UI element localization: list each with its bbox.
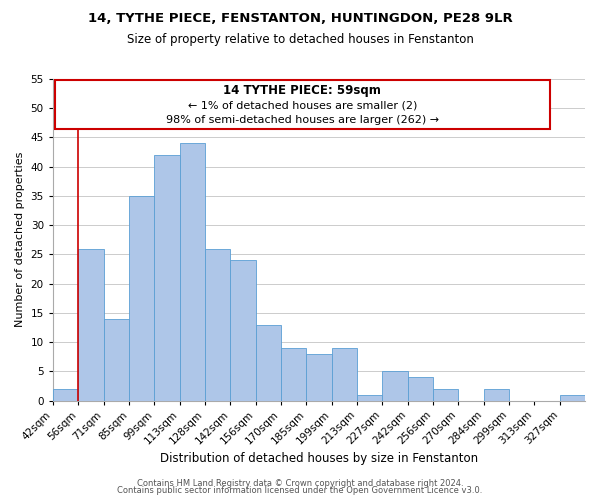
- Bar: [205, 248, 230, 400]
- Bar: [560, 394, 585, 400]
- X-axis label: Distribution of detached houses by size in Fenstanton: Distribution of detached houses by size …: [160, 452, 478, 465]
- FancyBboxPatch shape: [55, 80, 550, 128]
- Bar: [53, 389, 78, 400]
- Bar: [256, 324, 281, 400]
- Text: Size of property relative to detached houses in Fenstanton: Size of property relative to detached ho…: [127, 32, 473, 46]
- Bar: [484, 389, 509, 400]
- Bar: [382, 372, 407, 400]
- Text: ← 1% of detached houses are smaller (2): ← 1% of detached houses are smaller (2): [188, 100, 417, 110]
- Bar: [78, 248, 104, 400]
- Text: 98% of semi-detached houses are larger (262) →: 98% of semi-detached houses are larger (…: [166, 115, 439, 125]
- Bar: [306, 354, 332, 401]
- Bar: [357, 394, 382, 400]
- Text: 14, TYTHE PIECE, FENSTANTON, HUNTINGDON, PE28 9LR: 14, TYTHE PIECE, FENSTANTON, HUNTINGDON,…: [88, 12, 512, 26]
- Bar: [407, 377, 433, 400]
- Bar: [281, 348, 306, 401]
- Bar: [129, 196, 154, 400]
- Text: 14 TYTHE PIECE: 59sqm: 14 TYTHE PIECE: 59sqm: [223, 84, 381, 98]
- Text: Contains HM Land Registry data © Crown copyright and database right 2024.: Contains HM Land Registry data © Crown c…: [137, 478, 463, 488]
- Bar: [104, 318, 129, 400]
- Text: Contains public sector information licensed under the Open Government Licence v3: Contains public sector information licen…: [118, 486, 482, 495]
- Bar: [154, 155, 179, 400]
- Y-axis label: Number of detached properties: Number of detached properties: [15, 152, 25, 328]
- Bar: [179, 144, 205, 400]
- Bar: [433, 389, 458, 400]
- Bar: [332, 348, 357, 401]
- Bar: [230, 260, 256, 400]
